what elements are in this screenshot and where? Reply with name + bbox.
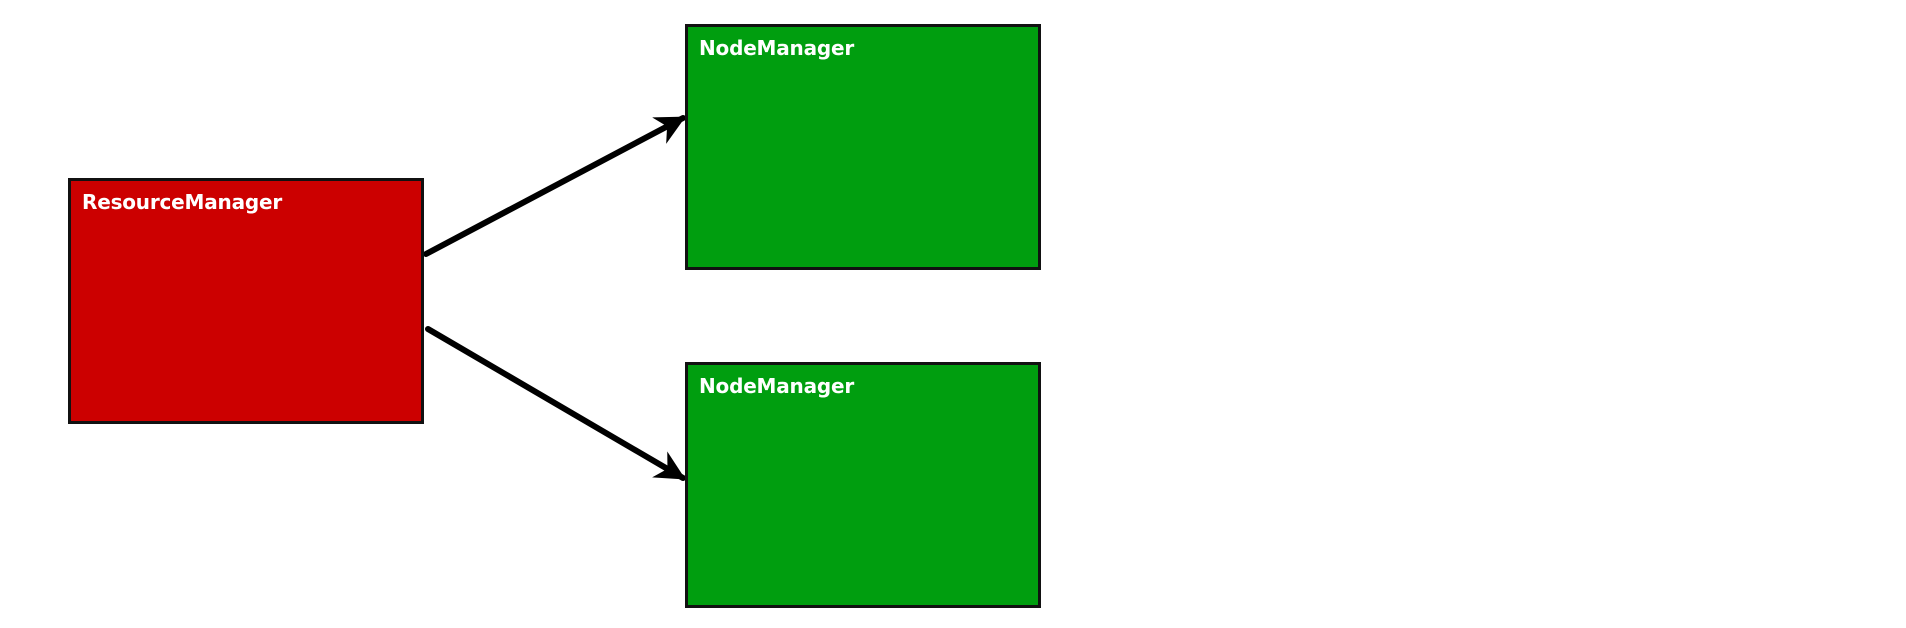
node-manager-label-1: NodeManager (699, 36, 855, 60)
arrow-rm-to-nm-2 (425, 326, 686, 481)
resource-manager-label: ResourceManager (82, 190, 283, 214)
node-manager-label-2: NodeManager (699, 374, 855, 398)
arrow-rm-to-nm-1 (423, 115, 686, 257)
resource-manager-box: ResourceManager (68, 178, 424, 424)
node-manager-box-2: NodeManager (685, 362, 1041, 608)
node-manager-box-1: NodeManager (685, 24, 1041, 270)
